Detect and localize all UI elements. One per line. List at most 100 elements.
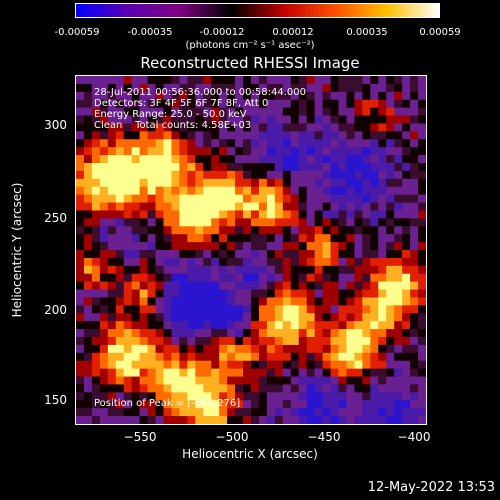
heatmap-cell <box>83 139 93 148</box>
heatmap-cell <box>211 321 220 330</box>
heatmap-cell <box>195 99 204 109</box>
heatmap-cell <box>107 202 117 212</box>
heatmap-cell <box>370 194 379 204</box>
heatmap-cell <box>235 416 244 424</box>
heatmap-cell <box>410 344 419 354</box>
heatmap-cell <box>290 234 300 243</box>
heatmap-cell <box>378 83 387 93</box>
heatmap-cell <box>83 226 93 235</box>
heatmap-cell <box>386 178 395 188</box>
heatmap-cell <box>402 234 411 243</box>
heatmap-cell <box>99 170 109 180</box>
heatmap-cell <box>402 147 411 156</box>
heatmap-cell <box>83 234 93 243</box>
heatmap-cell <box>402 170 411 180</box>
heatmap-cell <box>306 337 316 346</box>
heatmap-cell <box>258 83 268 93</box>
heatmap-cell <box>314 257 324 267</box>
heatmap-cell <box>147 352 157 362</box>
heatmap-cell <box>219 226 228 235</box>
heatmap-cell <box>91 202 101 212</box>
heatmap-cell <box>290 147 300 156</box>
heatmap-cell <box>378 384 387 393</box>
heatmap-cell <box>306 242 316 251</box>
heatmap-cell <box>354 281 363 291</box>
heatmap-cell <box>410 99 419 109</box>
heatmap-cell <box>338 337 348 346</box>
heatmap-cell <box>99 273 109 283</box>
heatmap-cell <box>266 147 276 156</box>
heatmap-cell <box>155 250 165 259</box>
heatmap-cell <box>211 170 220 180</box>
heatmap-cell <box>402 400 411 409</box>
heatmap-cell <box>76 257 85 267</box>
image-plot: 28-Jul-2011 00:56:36.000 to 00:58:44.000… <box>75 75 427 425</box>
heatmap-cell <box>258 376 268 386</box>
heatmap-cell <box>115 360 125 370</box>
heatmap-cell <box>298 107 308 117</box>
heatmap-cell <box>171 313 180 322</box>
heatmap-cell <box>362 400 371 409</box>
heatmap-cell <box>107 400 117 409</box>
heatmap-cell <box>115 329 125 338</box>
heatmap-cell <box>402 91 411 101</box>
heatmap-cell <box>274 226 284 235</box>
heatmap-cell <box>418 178 426 188</box>
heatmap-cell <box>171 91 180 101</box>
heatmap-cell <box>163 297 173 306</box>
heatmap-cell <box>139 257 149 267</box>
heatmap-cell <box>338 321 348 330</box>
heatmap-cell <box>171 337 180 346</box>
heatmap-cell <box>211 376 220 386</box>
heatmap-cell <box>402 123 411 132</box>
heatmap-cell <box>235 329 244 338</box>
heatmap-cell <box>155 416 165 424</box>
heatmap-cell <box>107 305 117 314</box>
heatmap-cell <box>107 226 117 235</box>
heatmap-cell <box>298 265 308 275</box>
heatmap-cell <box>322 123 332 132</box>
heatmap-cell <box>394 289 403 299</box>
heatmap-cell <box>346 178 355 188</box>
heatmap-cell <box>402 337 411 346</box>
heatmap-cell <box>322 384 332 393</box>
heatmap-cell <box>99 376 109 386</box>
heatmap-cell <box>107 376 117 386</box>
heatmap-cell <box>187 83 196 93</box>
heatmap-cell <box>179 234 188 243</box>
heatmap-cell <box>227 384 236 393</box>
heatmap-cell <box>91 234 101 243</box>
heatmap-cell <box>147 123 157 132</box>
heatmap-cell <box>410 242 419 251</box>
heatmap-cell <box>418 305 426 314</box>
heatmap-cell <box>227 337 236 346</box>
heatmap-cell <box>251 305 260 314</box>
heatmap-cell <box>115 218 125 227</box>
heatmap-cell <box>76 313 85 322</box>
heatmap-cell <box>378 147 387 156</box>
heatmap-cell <box>203 83 212 93</box>
heatmap-cell <box>211 131 220 140</box>
heatmap-cell <box>266 344 276 354</box>
heatmap-cell <box>354 218 363 227</box>
heatmap-cell <box>314 83 324 93</box>
peak-position-label: Position of Peak = [-560,276] <box>94 398 241 409</box>
heatmap-cell <box>76 337 85 346</box>
heatmap-cell <box>227 194 236 204</box>
heatmap-cell <box>147 131 157 140</box>
heatmap-cell <box>370 202 379 212</box>
heatmap-cell <box>362 329 371 338</box>
heatmap-cell <box>123 242 133 251</box>
heatmap-cell <box>378 99 387 109</box>
heatmap-cell <box>314 139 324 148</box>
heatmap-cell <box>290 281 300 291</box>
heatmap-cell <box>179 408 188 417</box>
heatmap-cell <box>274 352 284 362</box>
heatmap-cell <box>418 218 426 227</box>
heatmap-cell <box>203 337 212 346</box>
heatmap-cell <box>370 257 379 267</box>
heatmap-cell <box>338 123 348 132</box>
heatmap-cell <box>362 131 371 140</box>
heatmap-cell <box>274 194 284 204</box>
heatmap-cell <box>115 344 125 354</box>
